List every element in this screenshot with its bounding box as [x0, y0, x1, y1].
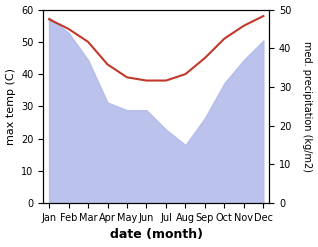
- Y-axis label: med. precipitation (kg/m2): med. precipitation (kg/m2): [302, 41, 313, 172]
- X-axis label: date (month): date (month): [110, 228, 203, 242]
- Y-axis label: max temp (C): max temp (C): [5, 68, 16, 145]
